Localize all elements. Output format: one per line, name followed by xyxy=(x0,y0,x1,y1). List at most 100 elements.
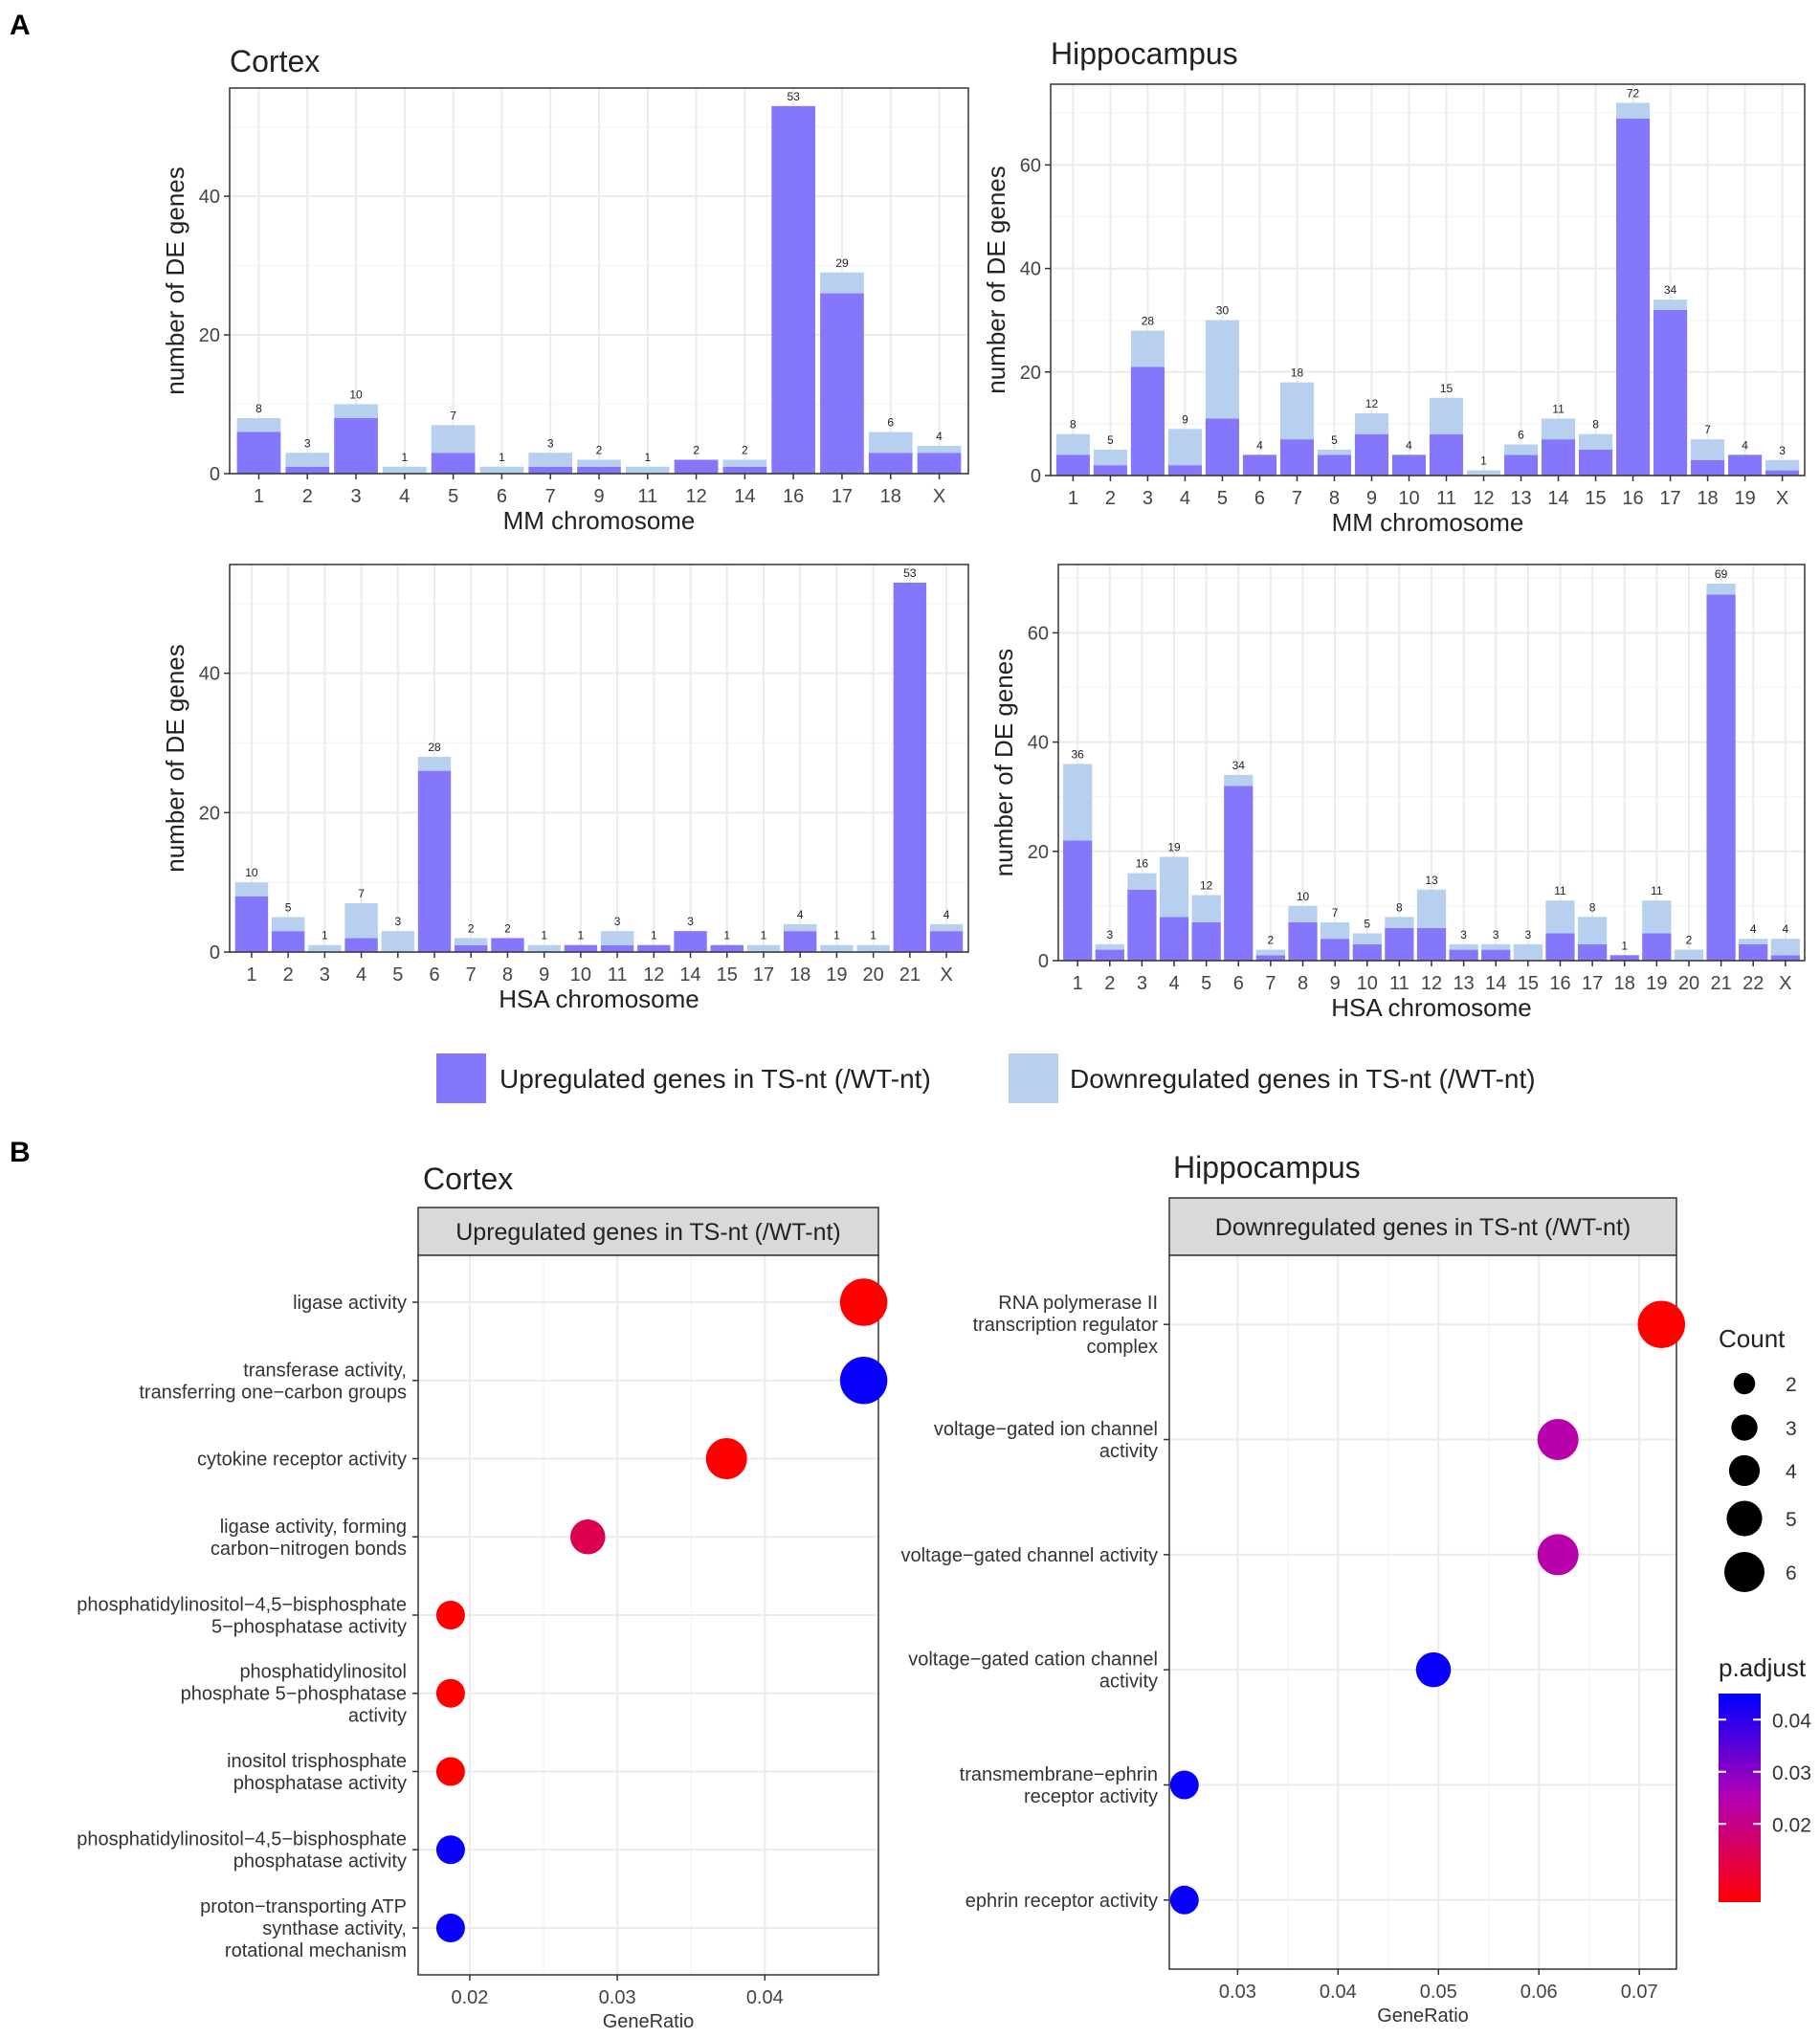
cortex-mm-x-tick-label: 1 xyxy=(254,486,264,507)
cortex-mm-total-label: 2 xyxy=(742,444,748,457)
legend-down-label: Downregulated genes in TS-nt (/WT-nt) xyxy=(1070,1064,1536,1094)
cortex-hsa-bar-down xyxy=(234,882,269,897)
hippo-mm-total-label: 28 xyxy=(1142,315,1155,328)
cortex-go-term-label: phosphatidylinositol phosphate 5−phosphat… xyxy=(181,1662,407,1727)
padjust-legend-title: p.adjust xyxy=(1719,1653,1807,1682)
hippo-hsa-total-label: 12 xyxy=(1200,878,1213,892)
count-legend: Count 2 3 4 5 6 xyxy=(1719,1324,1797,1592)
chart-hippocampus-hsa-chromosome: 0204060361321631941253462710879510811131… xyxy=(989,564,1806,1022)
hippo-hsa-y-tick-label: 20 xyxy=(1028,842,1049,863)
cortex-go-term-label: inositol trisphosphate phosphatase activi… xyxy=(227,1751,407,1794)
hippo-hsa-bar-down xyxy=(1449,943,1478,950)
hippo-mm-bar-up xyxy=(1691,459,1725,476)
count-legend-dot xyxy=(1733,1372,1756,1395)
cortex-mm-total-label: 2 xyxy=(596,444,603,457)
hippo-hsa-total-label: 8 xyxy=(1589,900,1596,914)
cortex-hsa-x-tick-label: X xyxy=(940,964,952,986)
cortex-mm-bar-down xyxy=(479,466,524,474)
count-legend-label: 5 xyxy=(1786,1509,1797,1531)
cortex-mm-total-label: 1 xyxy=(499,451,505,464)
cortex-hsa-bar-up xyxy=(784,931,817,952)
hippo-go-term-label-line: transmembrane−ephrin xyxy=(960,1764,1158,1785)
hippo-mm-x-tick-label: 16 xyxy=(1622,488,1643,509)
hippo-hsa-x-tick-label: 4 xyxy=(1168,973,1179,994)
hippo-hsa-x-tick-label: 15 xyxy=(1518,973,1539,994)
hippo-mm-x-tick-label: 1 xyxy=(1068,488,1078,509)
count-legend-label: 6 xyxy=(1786,1562,1797,1584)
cortex-mm-bar-up xyxy=(431,453,476,474)
cortex-hsa-bar-down xyxy=(455,938,488,945)
cortex-mm-bar-down xyxy=(868,432,913,454)
cortex-go-term-label-line: synthase activity, xyxy=(262,1918,407,1939)
cortex-mm-bar-up xyxy=(528,466,573,474)
cortex-hsa-bar-up xyxy=(455,944,488,952)
cortex-hsa-x-tick-label: 7 xyxy=(466,964,477,986)
hippo-go-term-label: RNA polymerase II transcription regulator… xyxy=(973,1293,1159,1358)
cortex-mm-bar-up xyxy=(917,453,962,474)
cortex-hsa-panel-border xyxy=(229,564,969,953)
cortex-hsa-bar-up xyxy=(929,931,964,952)
hippo-hsa-bar-up xyxy=(1288,922,1318,961)
cortex-hsa-x-tick-label: 17 xyxy=(753,964,774,986)
hippo-hsa-y-axis-label: number of DE genes xyxy=(989,649,1018,876)
hippo-hsa-x-tick-label: 11 xyxy=(1389,973,1409,994)
cortex-go-facet-label: Upregulated genes in TS-nt (/WT-nt) xyxy=(455,1219,841,1246)
hippo-mm-bar-up xyxy=(1429,433,1464,476)
hippo-mm-bar-down xyxy=(1317,449,1352,455)
cortex-hsa-bar-down xyxy=(344,903,378,939)
cortex-hsa-y-axis-label: number of DE genes xyxy=(161,644,189,872)
hippo-hsa-bar-down xyxy=(1255,949,1286,956)
cortex-hsa-y-tick-label: 20 xyxy=(199,803,220,824)
hippo-mm-bar-down xyxy=(1429,397,1464,434)
hippo-hsa-x-tick-label: 9 xyxy=(1330,973,1341,994)
cortex-go-term-label-line: phosphatidylinositol−4,5−bisphosphate xyxy=(77,1829,407,1850)
cortex-hsa-x-tick-label: 8 xyxy=(502,964,513,986)
hippo-mm-bar-up xyxy=(1391,454,1427,476)
hippo-mm-total-label: 12 xyxy=(1365,397,1379,410)
hippo-hsa-bar-up xyxy=(1385,927,1414,961)
cortex-mm-total-label: 6 xyxy=(887,416,894,430)
hippo-mm-bar-up xyxy=(1279,439,1315,476)
cortex-hsa-bar-down xyxy=(746,944,781,952)
cortex-mm-x-tick-label: 9 xyxy=(593,486,604,507)
hippo-hsa-x-tick-label: 14 xyxy=(1485,973,1506,994)
hippo-mm-total-label: 34 xyxy=(1664,283,1677,297)
cortex-hsa-bar-up xyxy=(344,938,378,952)
cortex-go-dot xyxy=(570,1519,606,1555)
cortex-go-term-label: phosphatidylinositol−4,5−bisphosphate pho… xyxy=(77,1829,407,1872)
hippo-hsa-total-label: 34 xyxy=(1232,759,1246,772)
hippo-hsa-bar-down xyxy=(1739,939,1768,944)
padjust-legend: p.adjust 0.04 0.03 0.02 xyxy=(1719,1653,1811,1902)
hippo-mm-x-tick-label: 11 xyxy=(1436,488,1456,509)
hippo-hsa-bar-up xyxy=(1609,955,1639,961)
hippo-hsa-bar-down xyxy=(1481,943,1511,950)
cortex-hsa-bar-up xyxy=(710,944,744,952)
hippo-go-dot xyxy=(1415,1651,1452,1688)
hippo-mm-y-tick-label: 40 xyxy=(1020,259,1041,280)
chart-cortex-mm-chromosome: 0204081321031475163729111212214531629176… xyxy=(161,44,969,535)
hippo-hsa-bar-up xyxy=(1642,933,1672,961)
cortex-mm-y-tick-label: 0 xyxy=(210,464,220,485)
hippo-hsa-x-tick-label: 8 xyxy=(1298,973,1308,994)
cortex-go-dot xyxy=(435,1835,465,1865)
cortex-mm-x-tick-label: 3 xyxy=(350,486,361,507)
cortex-mm-total-label: 29 xyxy=(835,256,849,270)
hippo-hsa-bar-up xyxy=(1063,840,1093,961)
cortex-mm-x-tick-label: 5 xyxy=(448,486,458,507)
cortex-hsa-total-label: 7 xyxy=(358,887,365,900)
hippo-mm-total-label: 18 xyxy=(1291,366,1304,380)
hippo-mm-total-label: 4 xyxy=(1406,438,1412,452)
cortex-hsa-total-label: 53 xyxy=(903,566,917,580)
cortex-hsa-total-label: 3 xyxy=(394,915,401,928)
hippo-mm-bar-up xyxy=(1616,118,1651,476)
cortex-hsa-bar-up xyxy=(417,770,452,952)
hippo-hsa-total-label: 11 xyxy=(1554,884,1566,897)
hippo-hsa-total-label: 3 xyxy=(1106,928,1113,941)
cortex-mm-bar-up xyxy=(577,466,621,474)
cortex-mm-bar-up xyxy=(868,453,913,474)
hippo-go-x-tick-label: 0.07 xyxy=(1621,1982,1658,2003)
cortex-mm-x-tick-label: 12 xyxy=(685,486,706,507)
hippo-mm-bar-down xyxy=(1055,433,1090,455)
cortex-mm-total-label: 10 xyxy=(349,388,363,402)
cortex-mm-x-axis-label: MM chromosome xyxy=(503,506,696,535)
